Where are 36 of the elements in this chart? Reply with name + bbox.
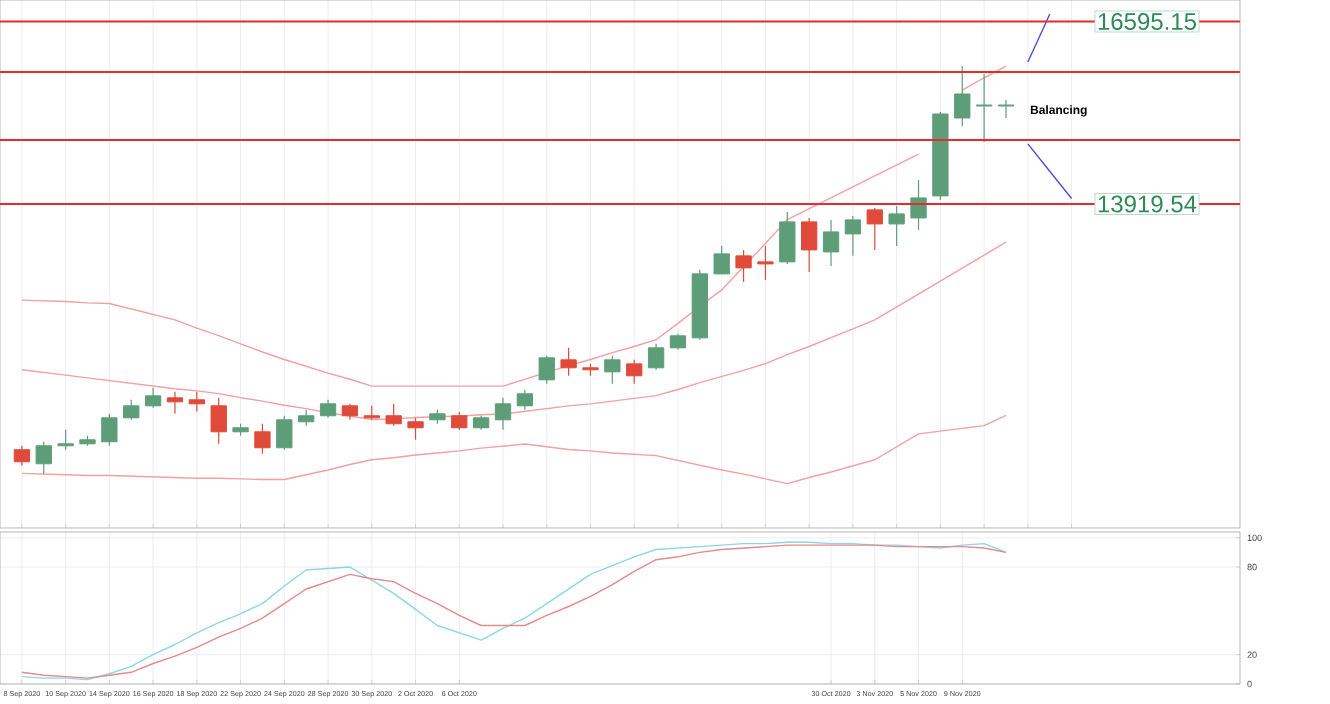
candlestick	[954, 65, 971, 127]
candlestick	[210, 397, 227, 445]
candlestick	[779, 211, 796, 265]
candlestick	[319, 399, 337, 419]
candlestick	[626, 359, 643, 385]
candlestick	[647, 343, 665, 371]
candlestick	[385, 403, 402, 427]
candlestick	[35, 441, 52, 475]
candlestick	[822, 219, 840, 267]
candlestick	[188, 391, 205, 413]
candlestick	[166, 391, 184, 415]
candlestick	[13, 445, 31, 467]
candlestick	[713, 245, 730, 275]
candlestick	[538, 355, 555, 385]
candlestick	[975, 73, 993, 143]
candlestick	[254, 423, 271, 455]
candlestick	[757, 245, 774, 281]
candlestick	[57, 429, 74, 451]
candlestick	[276, 415, 293, 451]
candlestick	[560, 347, 577, 377]
candlestick	[844, 215, 862, 257]
candlestick	[735, 249, 752, 283]
candlestick	[801, 217, 818, 273]
candlestick	[888, 205, 905, 247]
candlestick	[866, 207, 883, 251]
candlestick	[144, 387, 162, 409]
candlestick	[494, 397, 512, 431]
candlestick	[101, 413, 118, 447]
candlestick	[123, 399, 140, 421]
candlestick	[910, 179, 927, 231]
candlestick	[407, 417, 424, 441]
candlestick	[997, 99, 1015, 119]
candlestick	[604, 355, 621, 385]
ref-line-label: 13919.54	[1098, 195, 1197, 213]
ref-line-label: 16595.15	[1098, 12, 1197, 30]
candlestick	[516, 389, 534, 411]
